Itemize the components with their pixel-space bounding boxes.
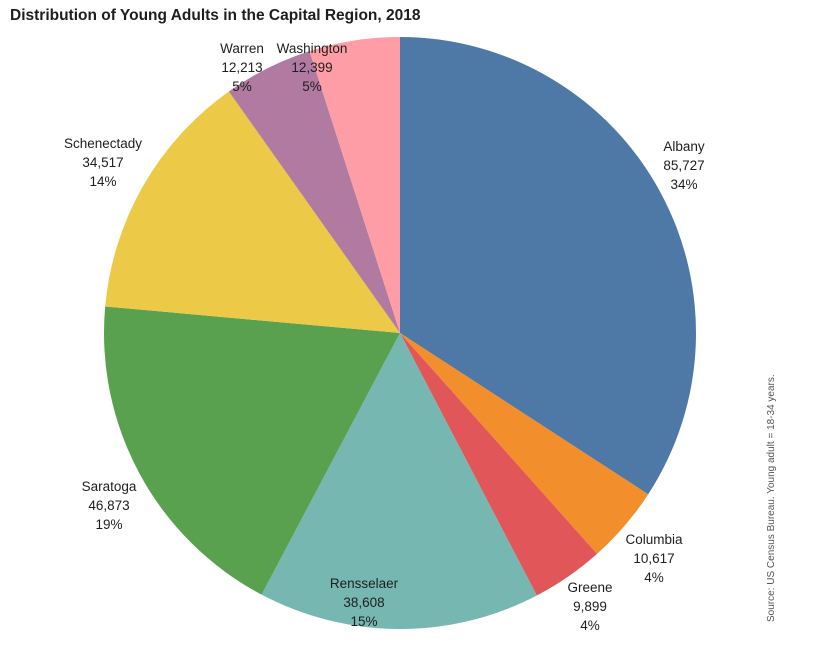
slice-label-percent: 15% xyxy=(350,614,378,629)
slice-label-albany: Albany 85,727 34% xyxy=(663,137,704,194)
slice-label-name: Warren xyxy=(220,41,264,56)
slice-label-greene: Greene 9,899 4% xyxy=(567,578,612,635)
slice-label-value: 85,727 xyxy=(663,158,705,173)
pie-slice-greene[interactable] xyxy=(400,333,598,596)
slice-label-percent: 5% xyxy=(232,79,252,94)
slice-label-value: 10,617 xyxy=(633,551,675,566)
slice-label-rensselaer: Rensselaer 38,608 15% xyxy=(330,574,398,631)
slice-label-warren: Warren 12,213 5% xyxy=(220,39,264,96)
slice-label-percent: 19% xyxy=(95,517,123,532)
slice-label-percent: 5% xyxy=(302,79,322,94)
pie-slice-schenectady[interactable] xyxy=(105,91,401,333)
pie-slice-warren[interactable] xyxy=(228,51,400,334)
chart-title: Distribution of Young Adults in the Capi… xyxy=(10,7,421,24)
slice-label-name: Albany xyxy=(663,139,705,154)
slice-label-percent: 14% xyxy=(89,174,117,189)
slice-label-name: Columbia xyxy=(625,532,683,547)
slice-label-columbia: Columbia 10,617 4% xyxy=(625,530,682,587)
pie-slice-washington[interactable] xyxy=(309,37,400,333)
slice-label-value: 46,873 xyxy=(88,498,130,513)
slice-label-value: 34,517 xyxy=(82,155,124,170)
slice-label-value: 12,399 xyxy=(291,60,333,75)
slice-label-percent: 34% xyxy=(670,177,698,192)
slice-label-percent: 4% xyxy=(644,570,664,585)
pie-slice-albany[interactable] xyxy=(400,37,696,495)
slice-label-value: 12,213 xyxy=(221,60,263,75)
slice-label-percent: 4% xyxy=(580,618,600,633)
pie-slice-rensselaer[interactable] xyxy=(261,333,537,629)
slice-label-name: Saratoga xyxy=(81,479,137,494)
slice-label-saratoga: Saratoga 46,873 19% xyxy=(82,477,137,534)
slice-label-washington: Washington 12,399 5% xyxy=(277,39,348,96)
pie-slice-columbia[interactable] xyxy=(400,333,649,554)
slice-label-name: Greene xyxy=(567,580,613,595)
slice-label-schenectady: Schenectady 34,517 14% xyxy=(64,134,142,191)
pie-slice-saratoga[interactable] xyxy=(104,306,401,595)
slice-label-name: Washington xyxy=(276,41,348,56)
slice-label-value: 38,608 xyxy=(343,595,385,610)
slice-label-value: 9,899 xyxy=(573,599,607,614)
slice-label-name: Rensselaer xyxy=(329,576,399,591)
source-note: Source: US Census Bureau. Young adult = … xyxy=(766,374,777,622)
slice-label-name: Schenectady xyxy=(63,136,143,151)
